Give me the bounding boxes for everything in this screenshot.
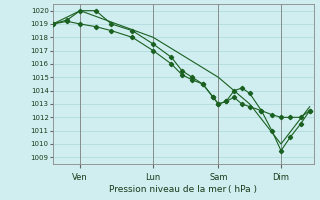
X-axis label: Pression niveau de la mer ( hPa ): Pression niveau de la mer ( hPa ) <box>109 185 257 194</box>
